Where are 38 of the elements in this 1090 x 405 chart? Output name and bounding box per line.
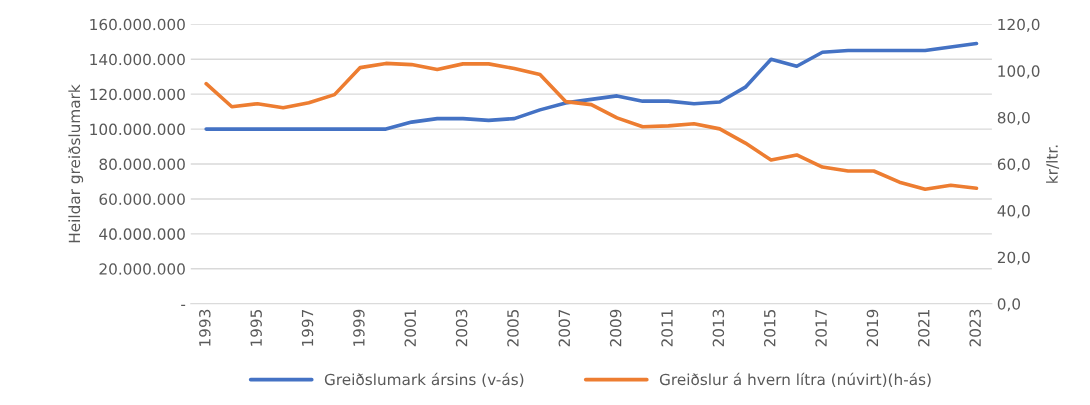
x-tick-label: 2011 — [661, 310, 673, 347]
x-tick-label: 2007 — [558, 309, 571, 347]
y2-axis-title: kr/ltr. — [1046, 145, 1060, 183]
x-tick-label: 1997 — [301, 309, 314, 346]
y-tick-label: 80.000.000 — [99, 158, 185, 171]
y2-tick-label: 120,0 — [998, 18, 1040, 32]
x-tick-label: 1999 — [353, 309, 365, 346]
x-tick-label: 2017 — [815, 309, 827, 347]
x-tick-label: 2009 — [609, 309, 622, 347]
x-tick-label: 2023 — [969, 309, 981, 347]
x-tick-label: 2001 — [404, 310, 417, 347]
y-tick-label: - — [181, 304, 186, 306]
y2-tick-label: 80,0 — [997, 111, 1030, 126]
y2-tick-label: 40,0 — [997, 205, 1030, 219]
y-axis-title: Heildar greiðslumark — [68, 84, 84, 243]
x-tick-label: 1993 — [199, 309, 211, 346]
legend-label: Greiðslur á hvern lítra (núvirt)(h-ás) — [659, 372, 931, 388]
line-series — [204, 61, 979, 191]
y-tick-label: 20.000.000 — [99, 263, 185, 275]
x-tick-label: 2005 — [507, 309, 519, 347]
y-tick-label: 120.000.000 — [90, 88, 185, 101]
x-tick-label: 2003 — [455, 309, 468, 347]
y-tick-label: 160.000.000 — [90, 18, 185, 31]
y-tick-label: 140.000.000 — [90, 53, 185, 66]
x-tick-label: 2019 — [866, 309, 879, 347]
line-series — [204, 41, 979, 131]
y2-tick-label: 0,0 — [997, 298, 1021, 312]
x-tick-label: 2021 — [918, 310, 930, 347]
y2-tick-label: 60,0 — [997, 158, 1030, 172]
x-tick-label: 2015 — [763, 309, 776, 347]
y-tick-label: 40.000.000 — [99, 228, 185, 240]
x-tick-label: 1995 — [250, 309, 262, 346]
y2-tick-label: 100,0 — [998, 65, 1040, 79]
x-tick-label: 2013 — [712, 309, 725, 347]
y-tick-label: 60.000.000 — [99, 193, 185, 205]
legend-label: Greiðslumark ársins (v-ás) — [324, 372, 524, 388]
y-tick-label: 100.000.000 — [90, 123, 185, 136]
y2-tick-label: 20,0 — [997, 251, 1030, 265]
